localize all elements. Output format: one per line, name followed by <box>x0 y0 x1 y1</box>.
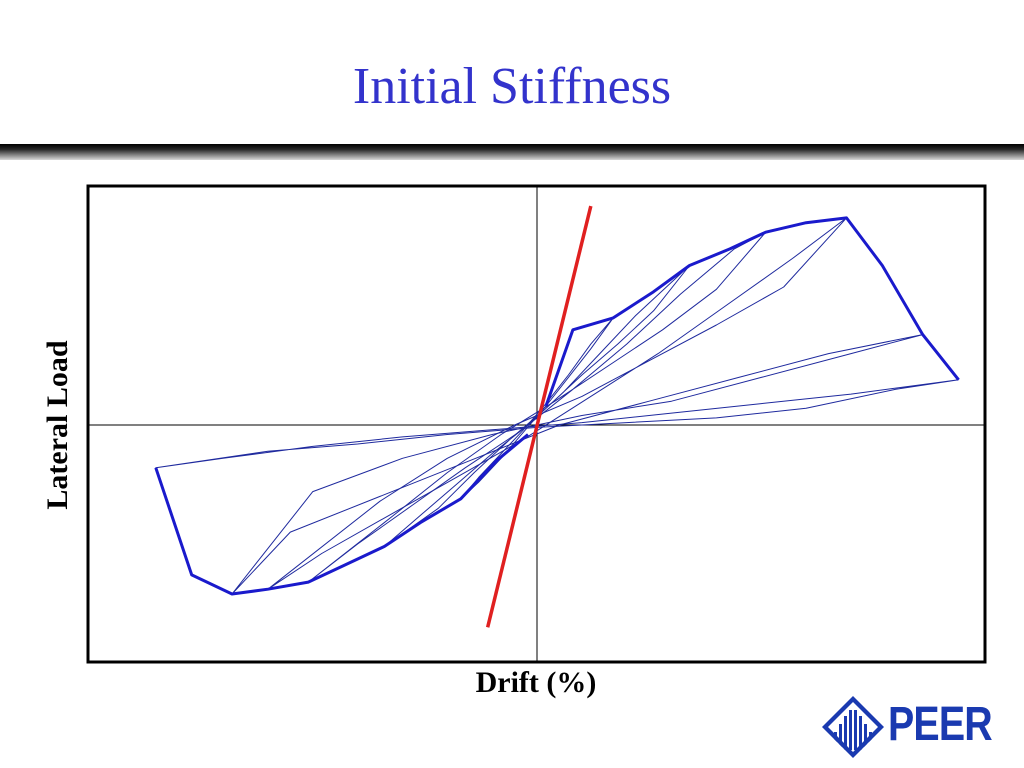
slide-title: Initial Stiffness <box>352 58 672 115</box>
title-divider <box>0 144 1024 160</box>
hysteresis-loop-2 <box>267 217 847 590</box>
y-axis-label: Lateral Load <box>41 340 74 510</box>
series-layer <box>154 216 960 596</box>
peer-logo: PEER <box>818 694 998 760</box>
hysteresis-loop-3 <box>307 231 767 583</box>
initial-stiffness-line <box>485 205 593 628</box>
hysteresis-loop-4 <box>384 265 690 547</box>
x-axis-label: Drift (%) <box>475 666 597 699</box>
envelope-positive-curve <box>544 216 960 407</box>
envelope-negative-curve <box>154 433 529 596</box>
annotation-layer <box>485 205 593 628</box>
peer-logo-text: PEER <box>888 698 993 751</box>
peer-diamond-icon <box>822 696 884 758</box>
